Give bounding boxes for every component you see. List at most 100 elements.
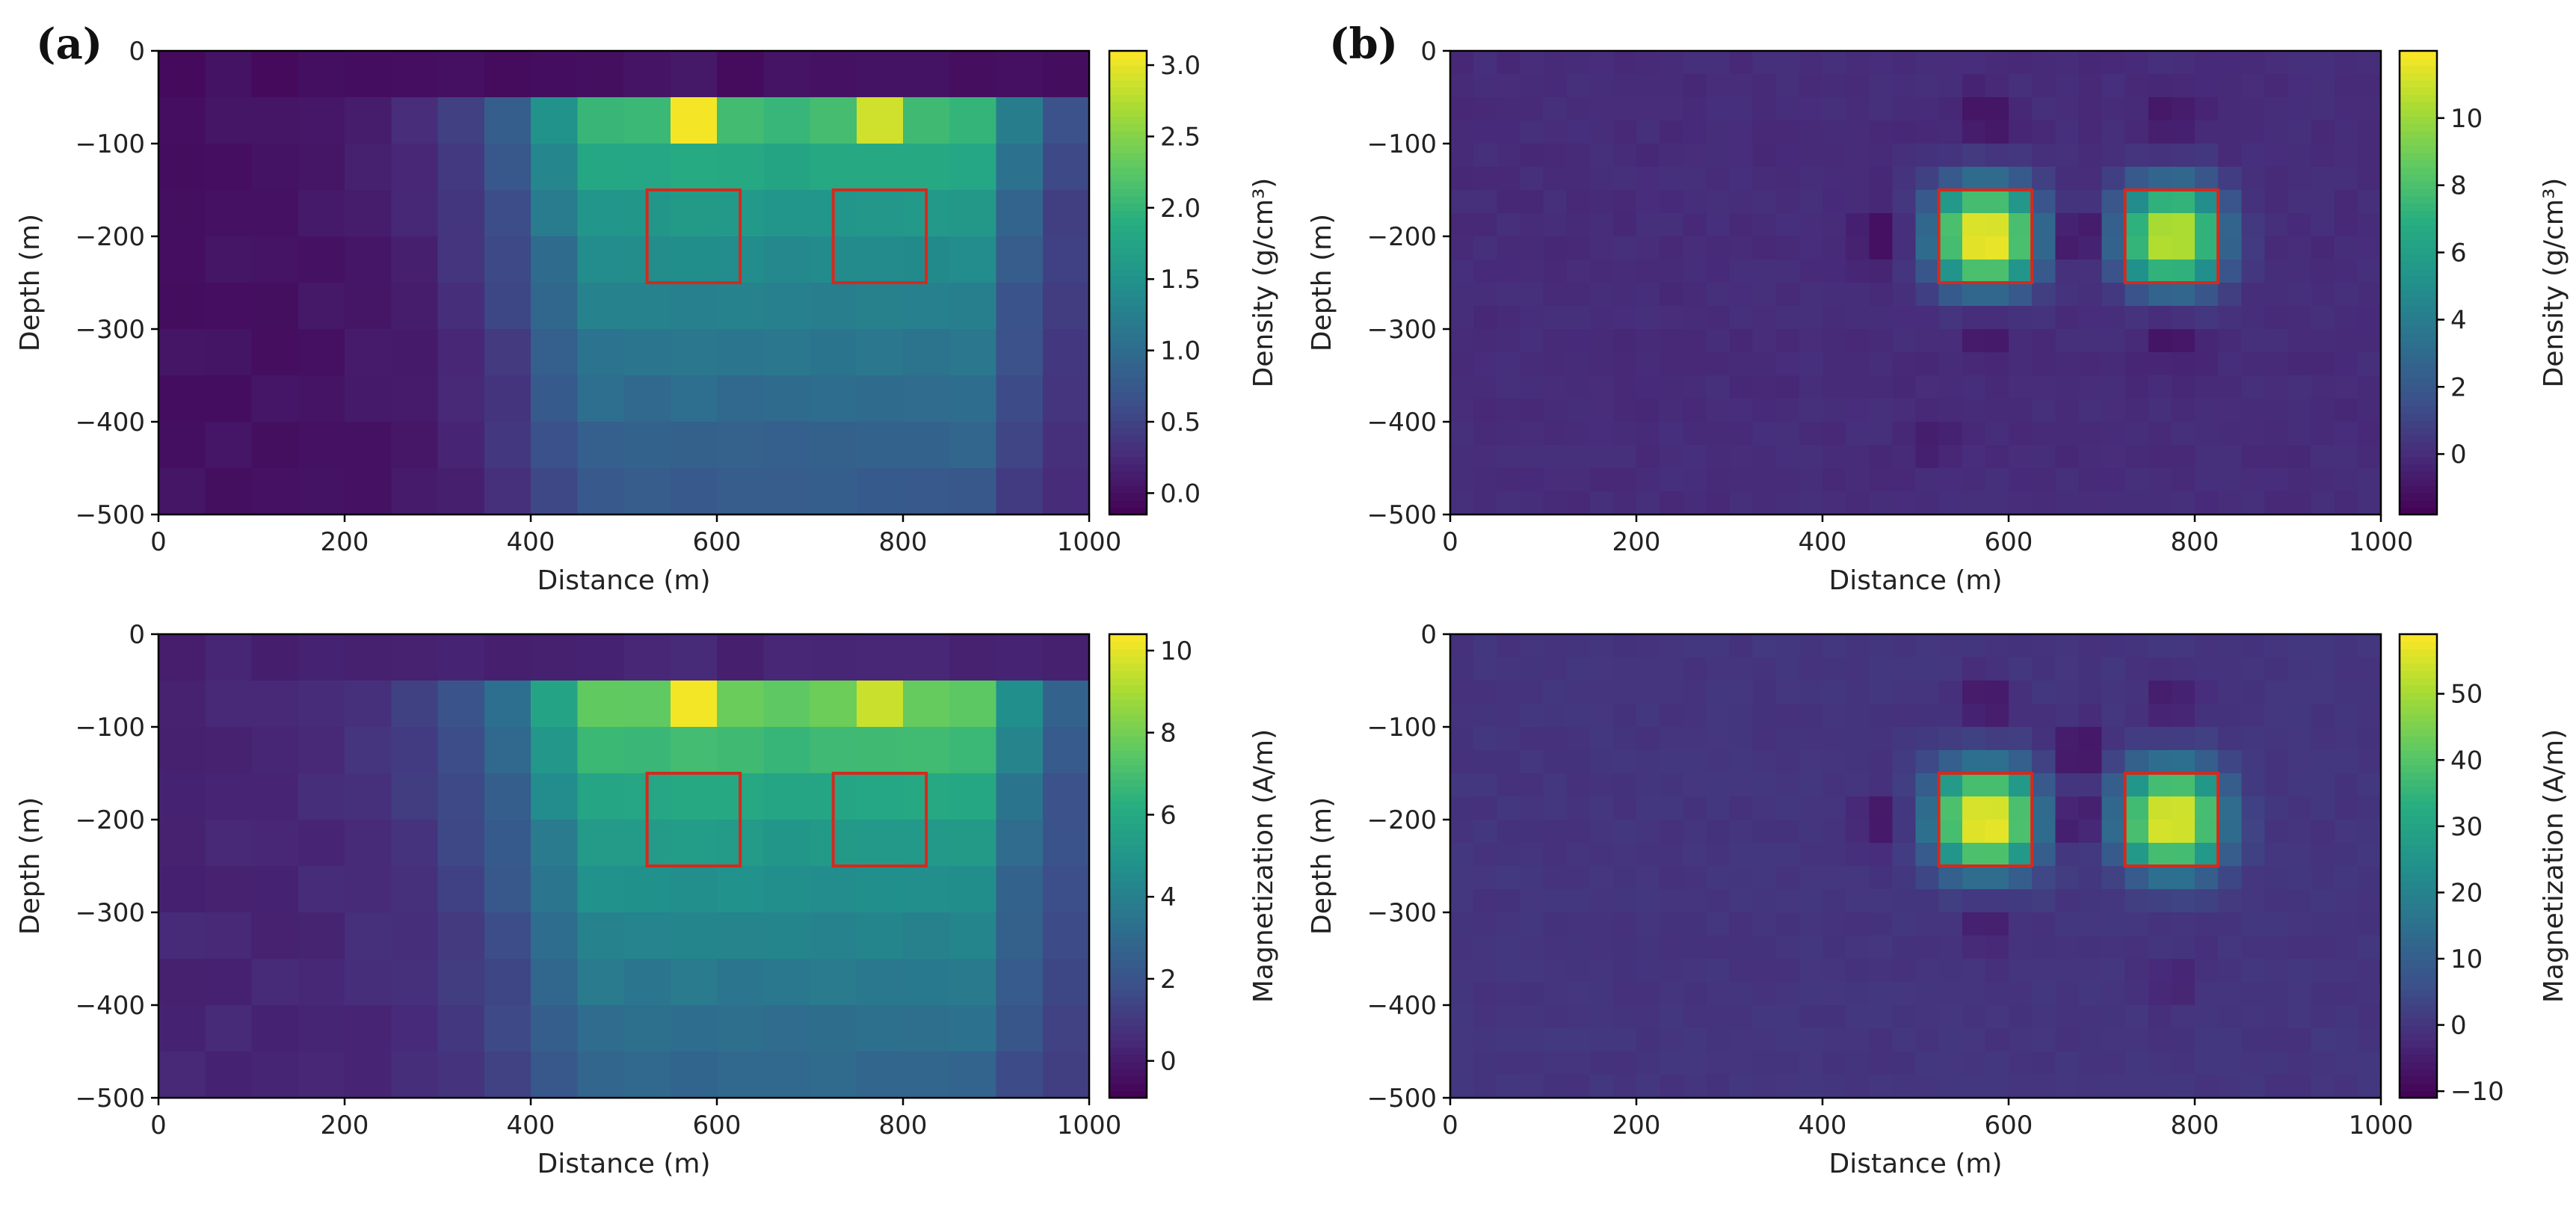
heatmap-cell [1683,959,1707,983]
heatmap-cell [2241,657,2265,681]
colorbar-step [1109,902,1147,910]
heatmap-cell [2055,422,2079,446]
heatmap-cell [1752,74,1777,98]
heatmap-cell [2357,727,2382,751]
heatmap-cell [2287,727,2312,751]
heatmap-cell [2124,982,2149,1006]
heatmap-cell [1636,283,1660,307]
colorbar-step [2400,634,2437,642]
heatmap-cell [623,866,671,913]
heatmap-cell [2241,750,2265,774]
heatmap-cell [1543,422,1568,446]
heatmap-cell [1869,306,1893,330]
heatmap-cell [2101,352,2126,376]
heatmap-cell [2334,866,2358,890]
heatmap-cell [1752,422,1777,446]
colorbar-tick-label: 6 [1160,800,1177,830]
heatmap-cell [1706,167,1731,191]
heatmap-cell [1636,889,1660,913]
heatmap-cell [2009,1075,2033,1099]
heatmap-cell [763,959,811,1006]
colorbar-step [2400,670,2437,678]
heatmap-cell [2264,259,2289,283]
heatmap-cell [531,468,578,515]
heatmap-cell [158,283,206,330]
heatmap-cell [158,727,206,774]
heatmap-cell [2078,634,2103,658]
heatmap-cell [2241,936,2265,959]
heatmap-cell [2032,796,2056,820]
heatmap-cell [1660,51,1683,75]
heatmap-cell [2264,491,2289,515]
heatmap-cell [345,97,392,144]
heatmap-cell [2195,681,2219,704]
heatmap-cell [1775,634,1800,658]
heatmap-cell [1752,51,1777,75]
heatmap-cell [1566,936,1591,959]
heatmap-cell [1042,1051,1090,1099]
heatmap-cell [2171,820,2196,844]
heatmap-cell [2055,704,2079,728]
heatmap-cell [1938,796,1963,820]
heatmap-cell [2357,704,2382,728]
heatmap-cell [1985,445,2009,469]
heatmap-cell [2357,912,2382,936]
heatmap-cell [1729,213,1754,237]
heatmap-cell [1962,51,1986,75]
colorbar-step [2400,1083,2437,1092]
heatmap-cell [1915,982,1940,1006]
heatmap-cell [1683,399,1707,423]
heatmap-cell [1985,306,2009,330]
heatmap-cell [1869,190,1893,214]
heatmap-cell [1938,843,1963,867]
heatmap-cell [251,634,299,681]
heatmap-cell [1822,259,1846,283]
heatmap-cell [1636,422,1660,446]
target-box-2 [2123,188,2220,284]
heatmap-cell [1752,959,1777,983]
heatmap-cell [2218,866,2242,890]
colorbar-step [1109,246,1147,255]
heatmap-cell [2334,399,2358,423]
heatmap-cell [2264,144,2289,168]
heatmap-cell [2334,51,2358,75]
heatmap-cell [1729,283,1754,307]
heatmap-cell [1636,259,1660,283]
heatmap-cell [1962,306,1986,330]
heatmap-cell [2032,843,2056,867]
heatmap-cell [345,773,392,820]
heatmap-cell [2148,329,2172,353]
heatmap-cell [1915,144,1940,168]
heatmap-cell [1752,866,1777,890]
heatmap-cell [2218,468,2242,492]
heatmap-cell [2148,97,2172,121]
heatmap-cell [1566,727,1591,751]
heatmap-cell [2218,750,2242,774]
heatmap-cell [1985,329,2009,353]
heatmap-cell [2101,329,2126,353]
heatmap-cell [2101,750,2126,774]
heatmap-cell [1566,866,1591,890]
heatmap-cell [1752,889,1777,913]
heatmap-cell [2264,982,2289,1006]
heatmap-cell [1543,236,1568,260]
heatmap-cell [763,1051,811,1099]
heatmap-cell [2357,866,2382,890]
heatmap-cell [2287,773,2312,797]
colorbar-step [1109,822,1147,831]
colorbar-step [1109,945,1147,954]
heatmap-cell [2287,681,2312,704]
heatmap-cell [437,190,485,237]
heatmap-cell [2078,727,2103,751]
colorbar-step [2400,319,2437,327]
heatmap-cell [1775,959,1800,983]
heatmap-cell [2148,283,2172,307]
heatmap-cell [1892,283,1917,307]
heatmap-cell [1636,820,1660,844]
heatmap-cell [1450,144,1474,168]
colorbar-step [2400,434,2437,443]
heatmap-cell [1683,97,1707,121]
heatmap-cell [949,283,997,330]
heatmap-cell [1497,866,1520,890]
